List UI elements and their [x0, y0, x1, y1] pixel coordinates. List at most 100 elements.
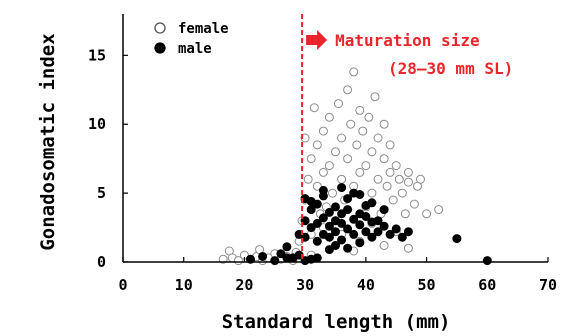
maturation-label: Maturation size	[335, 31, 480, 50]
male-point	[318, 213, 328, 223]
female-point	[409, 199, 419, 209]
female-point	[334, 99, 343, 109]
female-point	[337, 133, 347, 143]
male-point	[331, 227, 340, 237]
male-point	[318, 185, 328, 195]
male-point	[349, 229, 359, 239]
female-point	[218, 254, 228, 264]
legend: female male	[154, 21, 229, 57]
x-tick-label: 50	[418, 276, 436, 294]
female-point	[312, 140, 322, 150]
male-point	[367, 198, 377, 208]
x-tick-label: 40	[357, 276, 375, 294]
female-point	[343, 85, 353, 95]
axes-layer: 0 10 20 30 40 50 60 70 0 5 10 15 Standard length (mm…	[37, 14, 557, 333]
female-point	[416, 174, 425, 184]
female-point	[400, 209, 410, 219]
y-tick-label: 0	[97, 253, 106, 271]
male-point	[337, 235, 347, 245]
female-point	[391, 161, 401, 171]
legend-label-male: male	[178, 41, 212, 57]
female-point	[352, 140, 362, 150]
female-point	[379, 241, 389, 250]
male-point	[379, 205, 389, 215]
legend-marker-male	[154, 42, 166, 54]
female-point	[379, 154, 389, 164]
male-point	[324, 232, 334, 242]
female-point	[373, 133, 383, 143]
male-point	[337, 183, 347, 193]
x-tick-label: 0	[118, 276, 127, 294]
male-point	[276, 249, 286, 259]
y-axis-label: Gonadosomatic index	[37, 33, 59, 250]
maturation-range-label: (28–30 mm SL)	[388, 59, 513, 78]
female-point	[403, 243, 413, 253]
female-point	[382, 181, 392, 191]
female-point	[403, 177, 413, 187]
maturation-arrow-icon	[306, 30, 328, 50]
male-point	[355, 190, 365, 199]
female-point	[361, 161, 371, 171]
x-tick-label: 10	[175, 276, 193, 294]
female-point	[355, 105, 365, 115]
female-point	[328, 188, 337, 198]
female-point	[379, 119, 389, 129]
male-point	[343, 205, 353, 215]
female-point	[385, 140, 395, 150]
legend-label-female: female	[178, 21, 229, 37]
female-point	[318, 126, 328, 136]
y-tick-label: 5	[97, 184, 106, 202]
male-point	[324, 245, 334, 255]
male-point	[343, 194, 353, 204]
female-point	[309, 103, 319, 113]
male-point	[343, 224, 353, 234]
female-point	[434, 205, 444, 215]
male-point	[312, 218, 322, 228]
female-point	[346, 119, 356, 129]
male-point	[331, 241, 340, 250]
female-point	[367, 147, 377, 157]
female-point	[370, 92, 380, 102]
male-point	[306, 223, 316, 233]
male-point	[403, 227, 413, 237]
male-point	[324, 221, 334, 231]
male-point	[312, 253, 322, 263]
male-point	[349, 214, 359, 224]
male-point	[343, 243, 353, 253]
male-point	[391, 224, 401, 234]
female-point	[422, 209, 432, 219]
male-point	[355, 238, 365, 248]
male-point	[367, 232, 377, 242]
male-point	[312, 236, 322, 246]
male-point	[397, 232, 407, 242]
data-points-layer	[218, 67, 492, 266]
male-point	[282, 253, 292, 263]
male-point	[373, 227, 383, 237]
male-point	[361, 227, 371, 237]
x-axis-label: Standard length (mm)	[222, 311, 451, 333]
y-tick-label: 10	[88, 115, 106, 133]
x-tick-label: 20	[235, 276, 253, 294]
legend-marker-female	[154, 22, 166, 34]
female-point	[388, 195, 398, 205]
female-point	[306, 154, 316, 164]
male-point	[452, 234, 462, 244]
x-tick-label: 60	[478, 276, 496, 294]
female-point	[312, 181, 322, 191]
male-point	[282, 242, 292, 252]
male-point	[385, 229, 395, 239]
female-point	[331, 147, 340, 157]
y-tick-label: 15	[88, 46, 106, 64]
female-point	[385, 167, 395, 177]
male-point	[379, 221, 389, 231]
female-point	[355, 167, 365, 177]
female-point	[343, 154, 353, 164]
male-point	[246, 254, 255, 264]
male-point	[373, 216, 383, 226]
x-tick-label: 30	[296, 276, 314, 294]
male-point	[337, 209, 347, 219]
female-point	[403, 167, 413, 177]
female-point	[373, 174, 383, 184]
female-point	[364, 112, 374, 122]
